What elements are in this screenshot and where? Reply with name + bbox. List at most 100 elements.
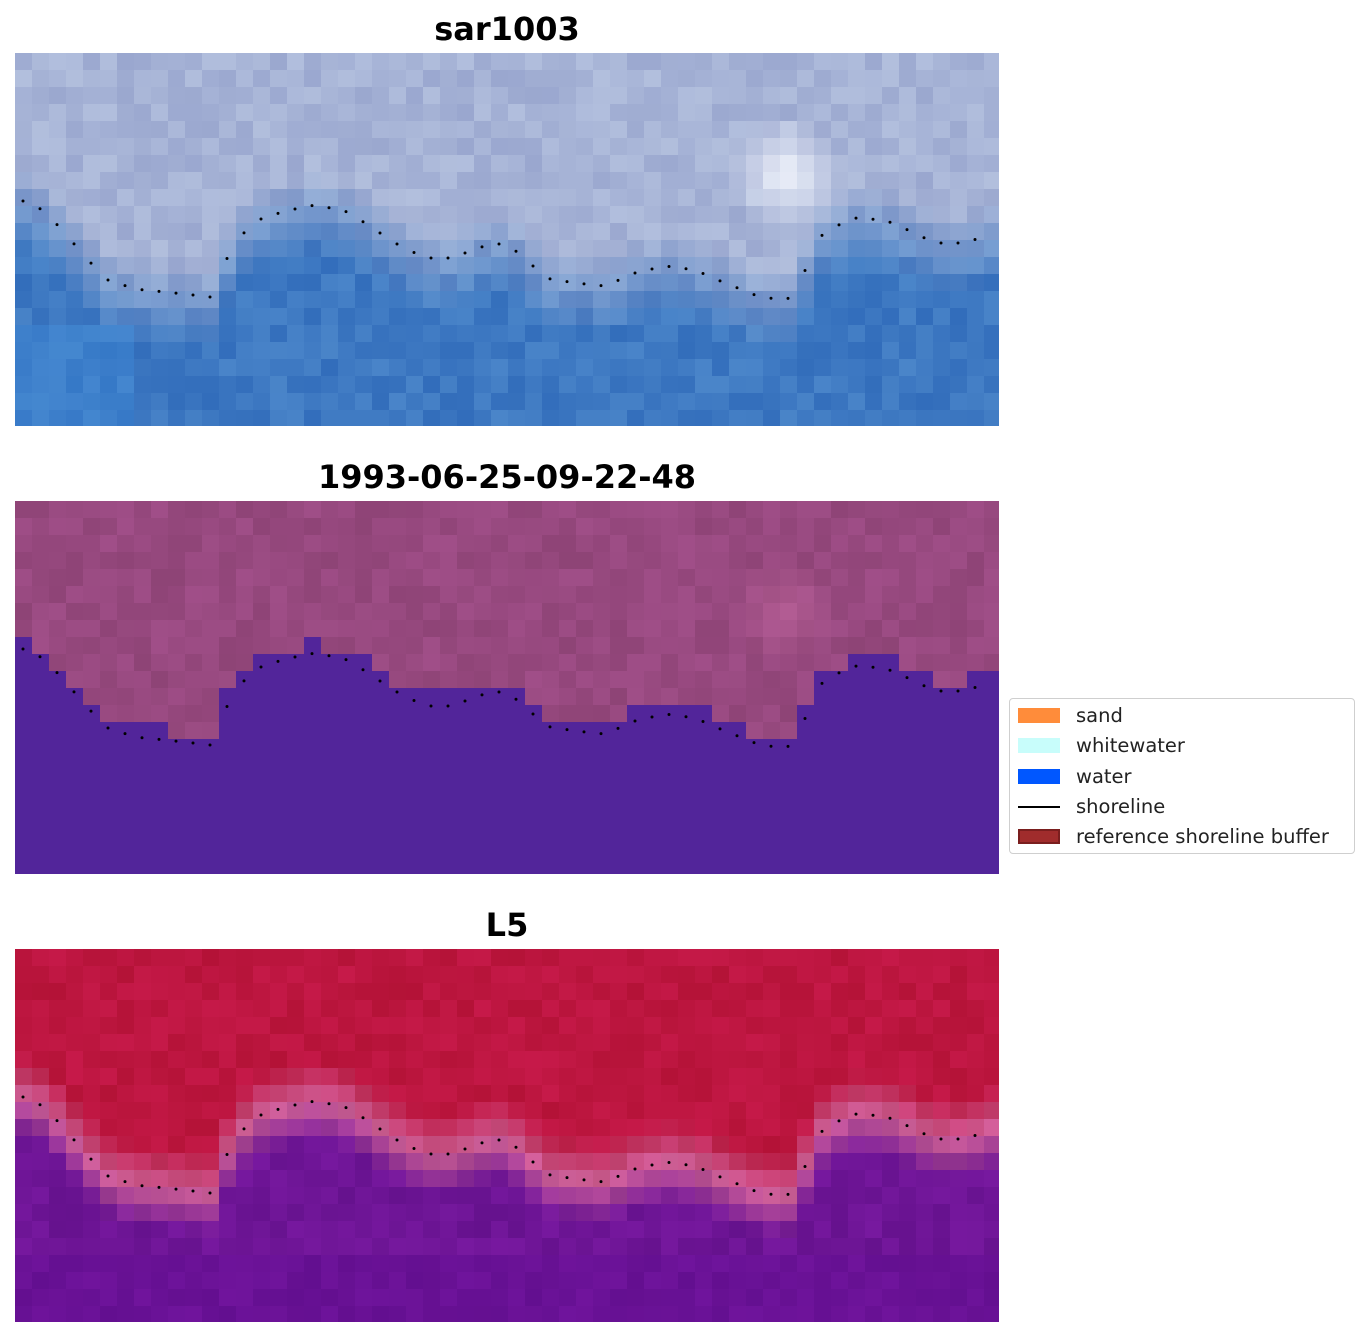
shoreline-point xyxy=(956,1137,960,1141)
shoreline-point xyxy=(888,1116,892,1120)
shoreline-point xyxy=(701,719,705,723)
shoreline-point xyxy=(803,717,807,720)
legend-item-sand: sand xyxy=(1018,704,1354,728)
shoreline-point xyxy=(769,744,773,748)
shoreline-point xyxy=(616,1174,620,1178)
shoreline-point xyxy=(599,1180,603,1184)
panel-title-date: 1993-06-25-09-22-48 xyxy=(317,458,697,496)
shoreline-point xyxy=(922,684,926,688)
shoreline-point xyxy=(650,715,654,719)
shoreline-point xyxy=(973,237,977,241)
shoreline-line-swatch xyxy=(1018,806,1060,808)
shoreline-point xyxy=(752,1189,756,1193)
shoreline-point xyxy=(956,689,960,693)
shoreline-point xyxy=(684,715,688,719)
shoreline-point xyxy=(735,734,739,738)
shoreline-point xyxy=(89,709,93,713)
legend-item-shoreline: shoreline xyxy=(1018,795,1354,819)
shoreline-point xyxy=(582,1178,586,1182)
shoreline-points xyxy=(21,1095,977,1196)
shoreline-point xyxy=(395,690,399,694)
shoreline-point xyxy=(735,1182,739,1186)
shoreline-point xyxy=(446,704,450,708)
shoreline-point xyxy=(191,1189,195,1193)
shoreline-point xyxy=(854,216,858,220)
shoreline-point xyxy=(633,271,637,275)
legend-label-whitewater: whitewater xyxy=(1076,734,1185,757)
shoreline-point xyxy=(242,679,246,683)
shoreline-point xyxy=(803,1165,807,1168)
reference-buffer-swatch xyxy=(1018,829,1060,844)
shoreline-point xyxy=(684,267,688,271)
shoreline-point xyxy=(616,726,620,730)
rgb-pixels xyxy=(15,53,999,426)
shoreline-point xyxy=(412,1147,416,1150)
shoreline-point xyxy=(718,1175,722,1179)
shoreline-point xyxy=(174,1187,178,1191)
shoreline-point xyxy=(752,293,756,297)
shoreline-point xyxy=(480,1141,484,1145)
shoreline-point xyxy=(786,1192,790,1196)
shoreline-point xyxy=(837,671,841,675)
shoreline-point xyxy=(395,1138,399,1142)
shoreline-point xyxy=(973,1133,977,1137)
legend-label-water: water xyxy=(1076,765,1132,788)
shoreline-point xyxy=(38,655,42,659)
shoreline-point xyxy=(55,671,59,675)
shoreline-point xyxy=(242,1127,246,1131)
shoreline-points xyxy=(21,199,977,300)
shoreline-point xyxy=(174,739,178,743)
shoreline-point xyxy=(820,233,824,237)
shoreline-point xyxy=(633,719,637,723)
shoreline-point xyxy=(429,256,433,260)
shoreline-point xyxy=(225,257,229,260)
shoreline-point xyxy=(344,210,348,214)
legend-label-sand: sand xyxy=(1076,704,1123,727)
shoreline-point xyxy=(548,725,552,729)
shoreline-point xyxy=(38,1103,42,1107)
shoreline-point xyxy=(667,1161,671,1165)
shoreline-point xyxy=(531,264,535,268)
shoreline-point xyxy=(905,228,909,232)
shoreline-point xyxy=(463,251,467,255)
shoreline-point xyxy=(446,256,450,260)
shoreline-point xyxy=(871,665,875,669)
shoreline-point xyxy=(378,1127,382,1131)
shoreline-point xyxy=(140,1184,144,1188)
shoreline-point xyxy=(157,289,161,293)
shoreline-point xyxy=(446,1152,450,1156)
shoreline-point xyxy=(72,1138,76,1142)
shoreline-point xyxy=(361,668,365,672)
shoreline-point xyxy=(276,211,280,215)
shoreline-point xyxy=(837,223,841,227)
shoreline-point xyxy=(327,654,331,658)
shoreline-point xyxy=(191,293,195,297)
shoreline-point xyxy=(565,1176,569,1180)
shoreline-point xyxy=(905,1124,909,1128)
shoreline-point xyxy=(72,242,76,246)
shoreline-point xyxy=(514,697,518,701)
shoreline-point xyxy=(412,699,416,702)
legend-label-reference-buffer: reference shoreline buffer xyxy=(1076,825,1329,848)
shoreline-point xyxy=(599,284,603,288)
shoreline-point xyxy=(225,705,229,708)
shoreline-point xyxy=(89,261,93,265)
shoreline-point xyxy=(344,1106,348,1110)
shoreline-point xyxy=(786,296,790,300)
shoreline-point xyxy=(820,681,824,685)
shoreline-point xyxy=(650,1163,654,1167)
shoreline-point xyxy=(922,236,926,240)
classified-image-panel xyxy=(15,501,999,874)
shoreline-point xyxy=(123,732,127,736)
shoreline-point xyxy=(497,1138,501,1142)
shoreline-point xyxy=(922,1132,926,1136)
shoreline-point xyxy=(769,296,773,300)
shoreline-point xyxy=(327,1102,331,1106)
shoreline-point xyxy=(327,206,331,210)
shoreline-point xyxy=(259,665,263,669)
shoreline-point xyxy=(480,245,484,249)
panel-title-L5: L5 xyxy=(485,906,529,944)
shoreline-point xyxy=(735,286,739,290)
shoreline-point xyxy=(106,1174,110,1178)
shoreline-point xyxy=(718,727,722,731)
